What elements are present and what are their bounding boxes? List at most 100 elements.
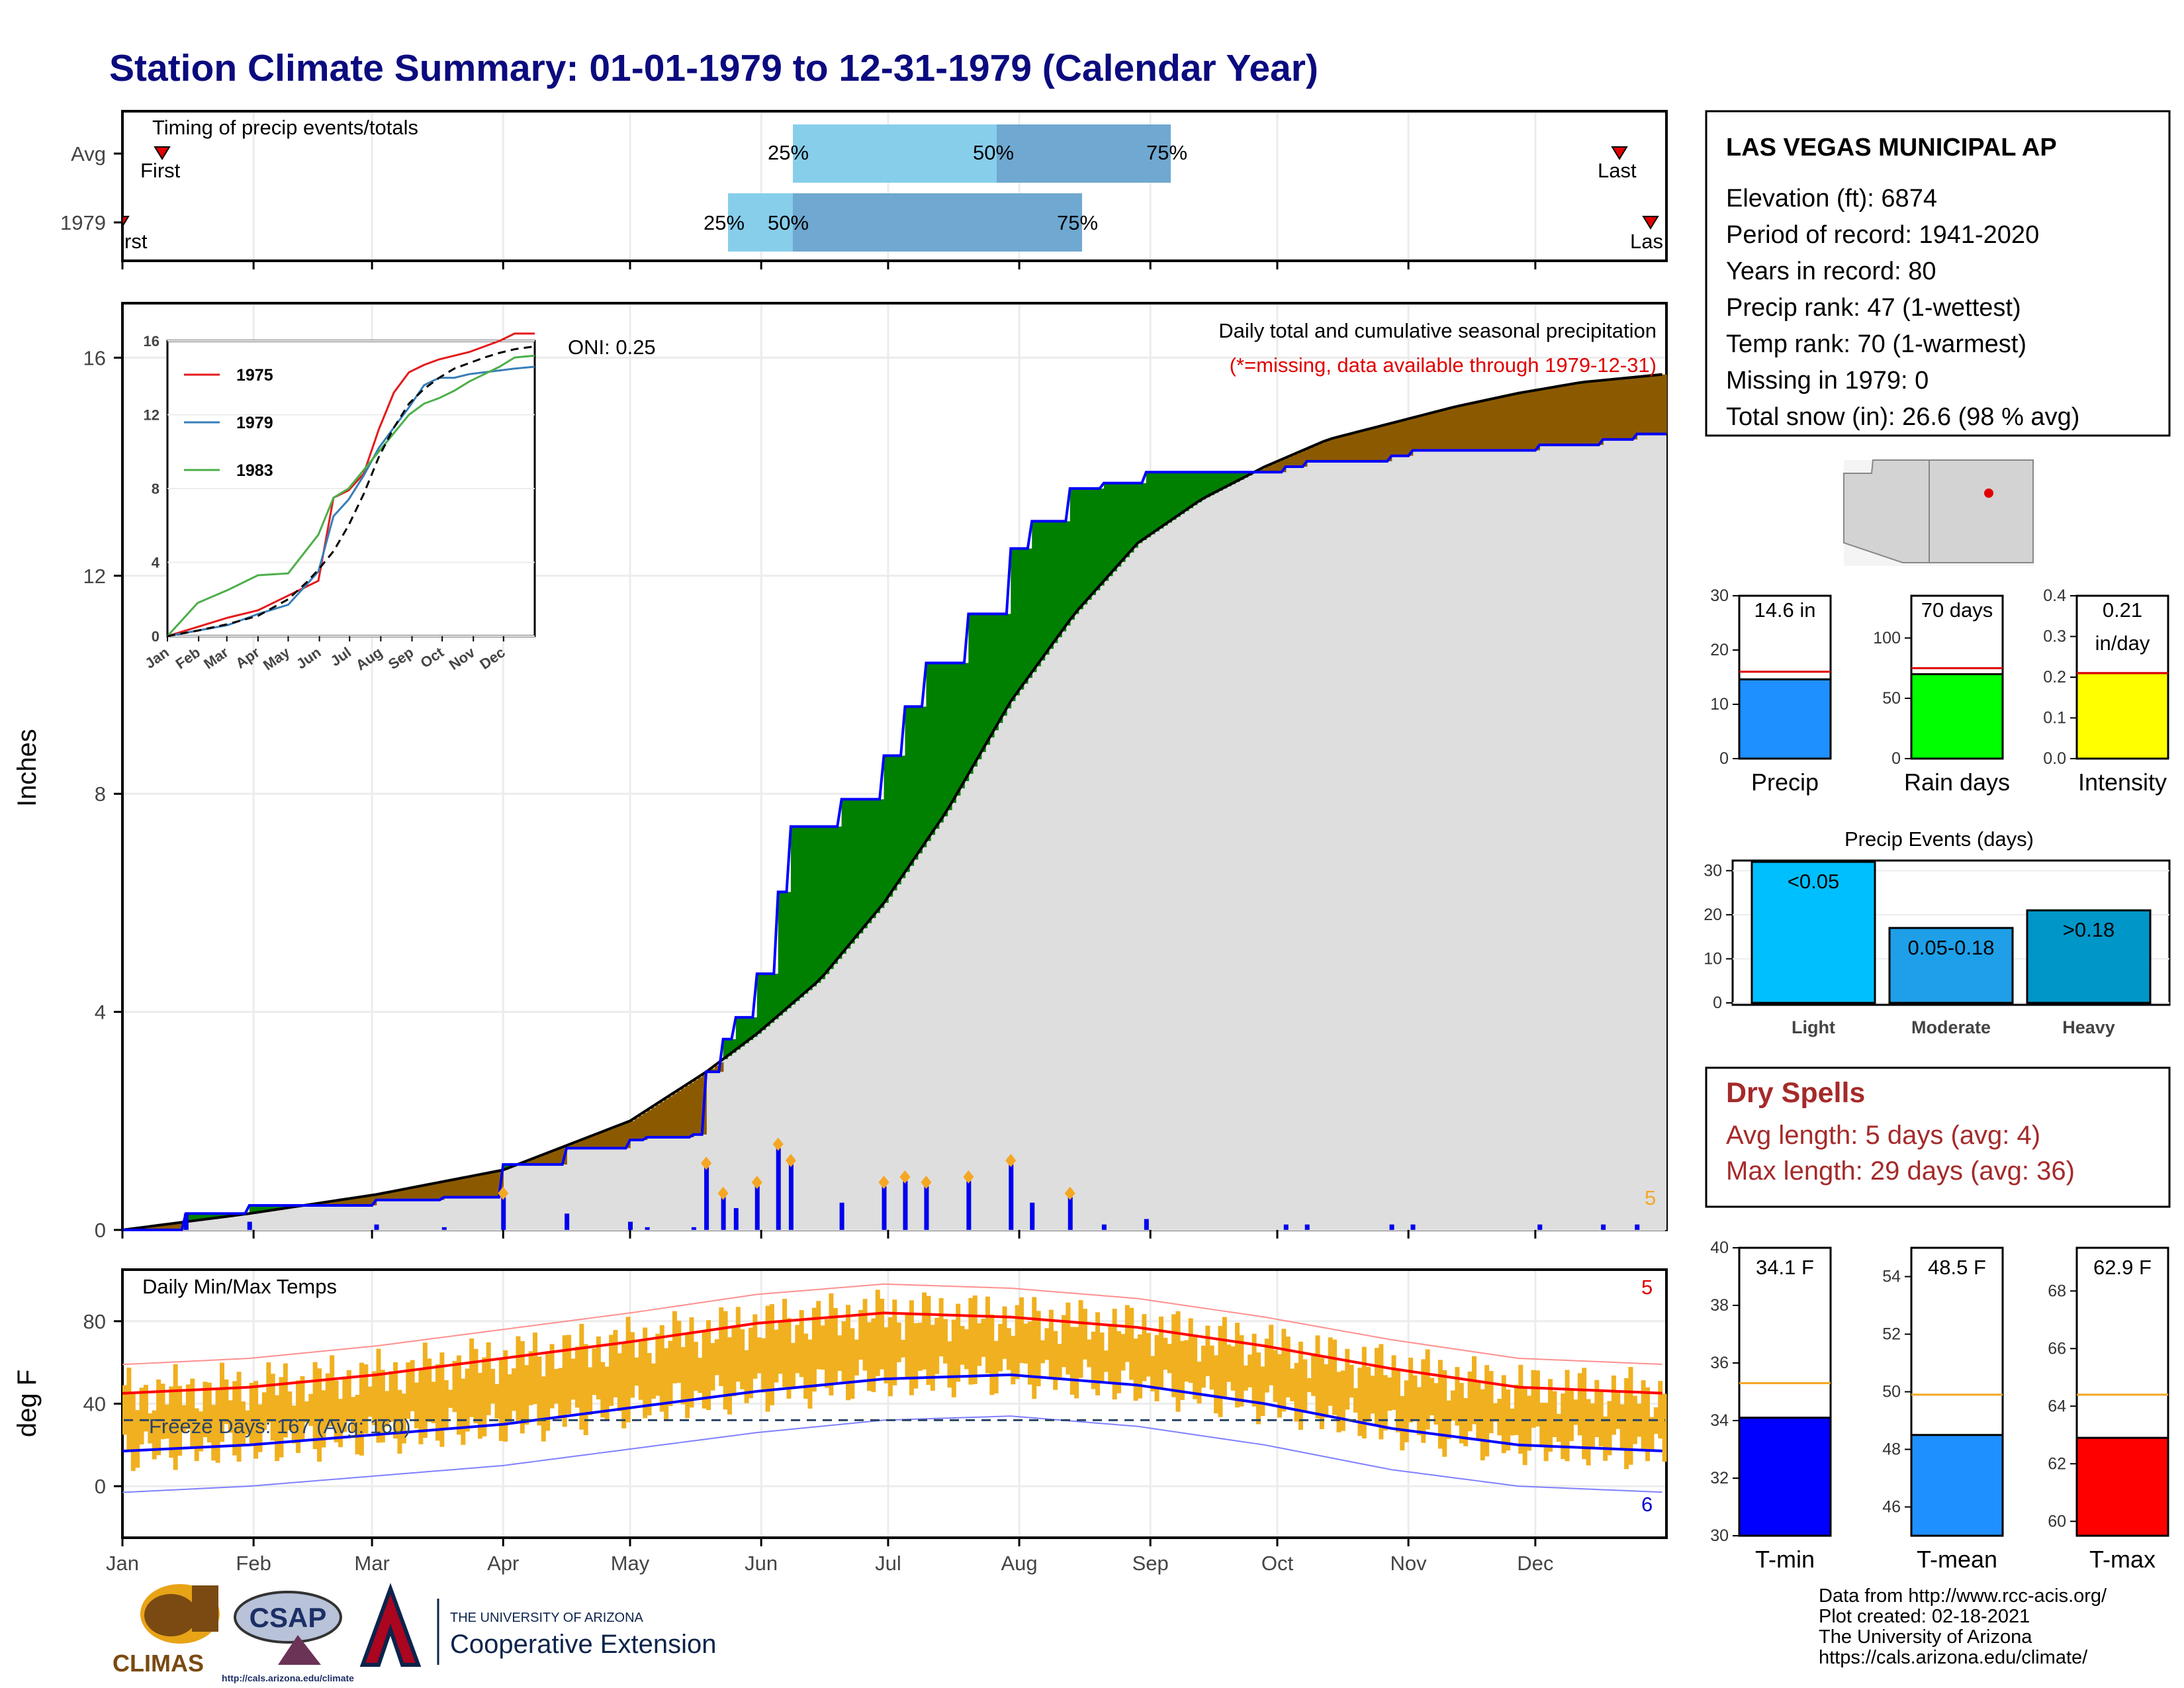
temp-daily-bar [1430,1378,1435,1415]
precip-departure-segment [148,1227,153,1230]
temp-daily-bar [1463,1398,1469,1446]
temp-daily-bar [829,1293,834,1396]
precip-daily-bar [924,1186,929,1230]
temp-daily-bar [719,1307,724,1386]
temp-daily-bar [1484,1365,1490,1457]
precip-departure-segment [778,892,783,1016]
precip-departure-segment [1273,463,1278,473]
temp-daily-bar [266,1362,271,1423]
precip-departure-segment [625,1122,631,1149]
temp-daily-bar [985,1296,990,1374]
precip-departure-segment [1531,391,1536,451]
temp-daily-bar [981,1319,986,1357]
temp-daily-bar [549,1344,555,1409]
temp-lines [122,1283,1665,1493]
temp-daily-bar [1421,1359,1426,1443]
temp-daily-bar [418,1369,424,1444]
climas-logo-globe [144,1594,197,1636]
precip-departure-segment [1044,521,1050,655]
precip-departure-segment [930,663,936,835]
temp-daily-bar [1175,1311,1181,1412]
precip-departure-segment [1108,483,1113,577]
precip-departure-segment [621,1124,627,1149]
temp-daily-bar [841,1321,846,1382]
precip-departure-segment [761,973,766,1031]
precip-departure-segment [1383,425,1388,461]
precip-departure-segment [1298,452,1304,467]
temp-daily-bar [1129,1307,1134,1380]
temp-daily-bar [1582,1368,1587,1460]
temp-daily-bar [930,1325,935,1391]
temp-daily-bar [482,1357,487,1436]
station-info-line: Temp rank: 70 (1-warmest) [1726,330,2026,358]
temp-daily-bar [516,1336,521,1422]
temp-daily-bar [1294,1362,1299,1422]
temp-daily-bar [655,1333,660,1396]
temp-daily-bar [1167,1344,1172,1374]
dry-avg: Avg length: 5 days (avg: 4) [1726,1121,2040,1150]
summary-bar-value: 0.21 [2103,598,2142,622]
precip-departure-segment [1120,483,1126,562]
temp-daily-bar [1078,1300,1083,1378]
precip-departure-segment [270,1205,275,1211]
temp-daily-bar [1112,1309,1117,1400]
precip-departure-segment [592,1135,597,1149]
temp-daily-bar [507,1374,512,1423]
temp-daily-bar [443,1380,449,1429]
precip-departure-segment [1006,614,1012,709]
temp-daily-bar [617,1353,622,1411]
precip-departure-segment [1011,548,1016,702]
temp-daily-bar [1006,1328,1011,1370]
temp-daily-bar [947,1341,952,1388]
temp-daily-bar [1442,1370,1447,1457]
temp-daily-bar [1074,1327,1079,1399]
precip-departure-segment [380,1194,386,1200]
temp-summary-ytick-label: 66 [2048,1339,2066,1358]
precip-departure-segment [630,1121,635,1141]
temp-daily-bar [279,1377,284,1458]
summary-bar-ytick-label: 0.4 [2043,586,2066,605]
precip-departure-segment [1324,441,1329,461]
csap-logo-mountain [278,1635,321,1665]
temp-summary-value: 62.9 F [2093,1256,2152,1279]
precip-departure-segment [1048,521,1054,649]
temp-summary-ytick-label: 64 [2048,1397,2066,1415]
temp-daily-bar [1370,1376,1375,1414]
temp-daily-bar [1103,1350,1109,1372]
ua-big-text: Cooperative Extension [450,1630,716,1659]
precip-departure-segment [1269,465,1274,473]
temp-daily-bars [122,1289,1667,1472]
timing-avg-25: 25% [768,141,809,164]
events-ytick-label: 0 [1713,994,1722,1012]
precip-departure-segment [1027,548,1033,679]
temp-daily-bar [579,1323,584,1430]
precip-departure-segment [190,1213,195,1221]
temp-daily-bar [774,1329,779,1383]
precip-departure-segment [1306,448,1312,461]
temp-daily-bar [1561,1393,1566,1460]
temp-daily-bar [1218,1325,1223,1417]
precip-departure-segment [803,826,809,994]
temp-daily-bar [693,1342,698,1391]
temp-daily-bar [321,1390,326,1448]
precip-departure-segment [1480,401,1485,451]
temp-daily-bar [1285,1336,1291,1398]
temp-daily-bar [1057,1344,1062,1380]
events-bar-light [1751,861,1876,1004]
temp-daily-bar [1319,1358,1324,1430]
precip-daily-bar [1410,1224,1416,1230]
precip-departure-segment [330,1201,335,1205]
precip-departure-segment [206,1213,212,1219]
temp-daily-bar [901,1340,906,1358]
summary-bar-label: Precip [1751,769,1819,796]
csap-logo-text: CSAP [250,1602,327,1633]
inset-ytick-label: 16 [144,333,159,350]
precip-departure-segment [1565,385,1570,445]
precip-departure-segment [334,1201,339,1205]
temp-daily-bar [351,1397,356,1433]
temp-daily-bar [799,1310,804,1378]
precip-departure-segment [414,1187,420,1200]
temp-daily-bar [588,1367,593,1415]
precip-departure-segment [1154,472,1160,532]
precip-departure-segment [1082,489,1088,605]
